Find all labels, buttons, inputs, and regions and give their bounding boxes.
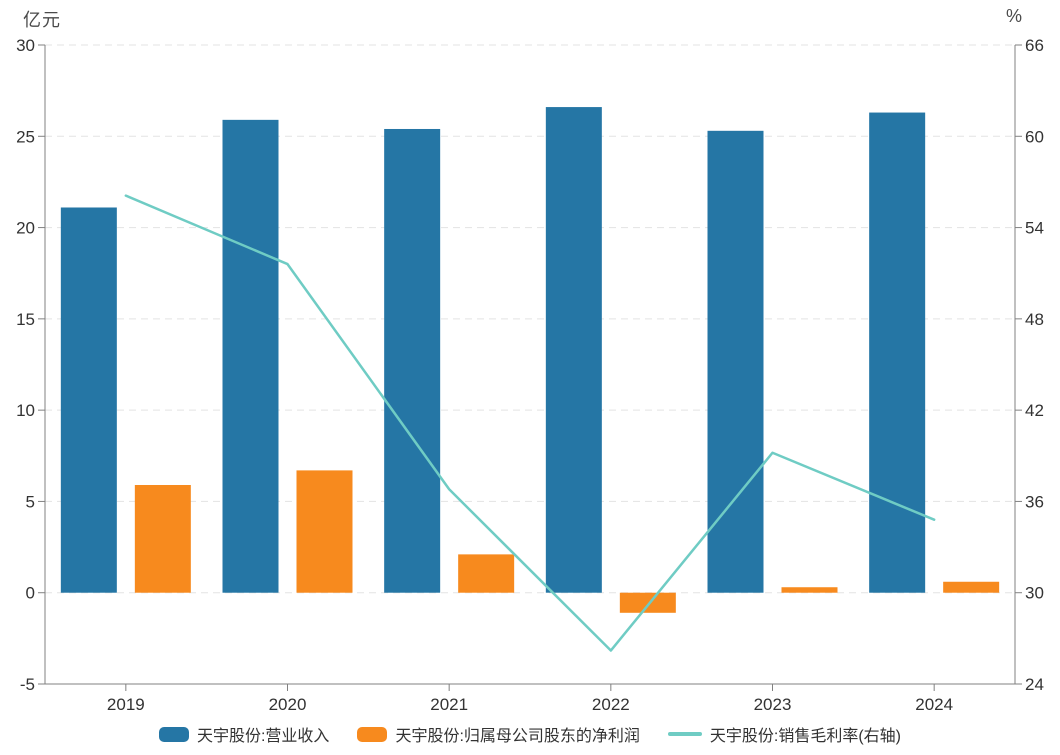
- svg-text:25: 25: [16, 127, 35, 146]
- svg-text:2021: 2021: [430, 695, 468, 714]
- legend-label-revenue: 天宇股份:营业收入: [196, 728, 330, 745]
- svg-text:60: 60: [1025, 127, 1044, 146]
- legend-item-net-profit: 天宇股份:归属母公司股东的净利润: [357, 722, 640, 746]
- svg-text:-5: -5: [20, 675, 35, 694]
- net-profit-bar-swatch-icon: [357, 726, 388, 742]
- svg-text:54: 54: [1025, 219, 1044, 238]
- left-axis-title: 亿元: [23, 10, 61, 30]
- svg-text:2022: 2022: [592, 695, 630, 714]
- svg-text:2019: 2019: [107, 695, 145, 714]
- revenue-bar-swatch-icon: [158, 726, 189, 742]
- svg-text:36: 36: [1025, 492, 1044, 511]
- svg-text:2020: 2020: [269, 695, 307, 714]
- svg-text:20: 20: [16, 219, 35, 238]
- legend-item-gross-margin: 天宇股份:销售毛利率(右轴): [667, 722, 901, 746]
- legend-item-revenue: 天宇股份:营业收入: [158, 722, 330, 746]
- svg-text:15: 15: [16, 310, 35, 329]
- svg-text:10: 10: [16, 401, 35, 420]
- legend-label-gross-margin: 天宇股份:销售毛利率(右轴): [709, 728, 901, 745]
- svg-text:0: 0: [26, 584, 35, 603]
- legend-label-net-profit: 天宇股份:归属母公司股东的净利润: [395, 728, 640, 745]
- right-axis-title: %: [1006, 6, 1024, 26]
- svg-text:5: 5: [26, 492, 35, 511]
- chart-plot: 30 25 20 15 10 5 0 -5 66 60 54 48 42 36 30 24 2019 2020 20…: [16, 36, 1044, 714]
- gross-margin-line-swatch-icon: [667, 732, 702, 736]
- svg-text:2024: 2024: [915, 695, 953, 714]
- svg-text:30: 30: [1025, 584, 1044, 603]
- svg-text:30: 30: [16, 36, 35, 55]
- svg-text:2023: 2023: [754, 695, 792, 714]
- svg-text:48: 48: [1025, 310, 1044, 329]
- svg-text:42: 42: [1025, 401, 1044, 420]
- legend: 天宇股份:营业收入 天宇股份:归属母公司股东的净利润 天宇股份:销售毛利率(右轴…: [0, 722, 1060, 746]
- svg-text:66: 66: [1025, 36, 1044, 55]
- svg-text:24: 24: [1025, 675, 1044, 694]
